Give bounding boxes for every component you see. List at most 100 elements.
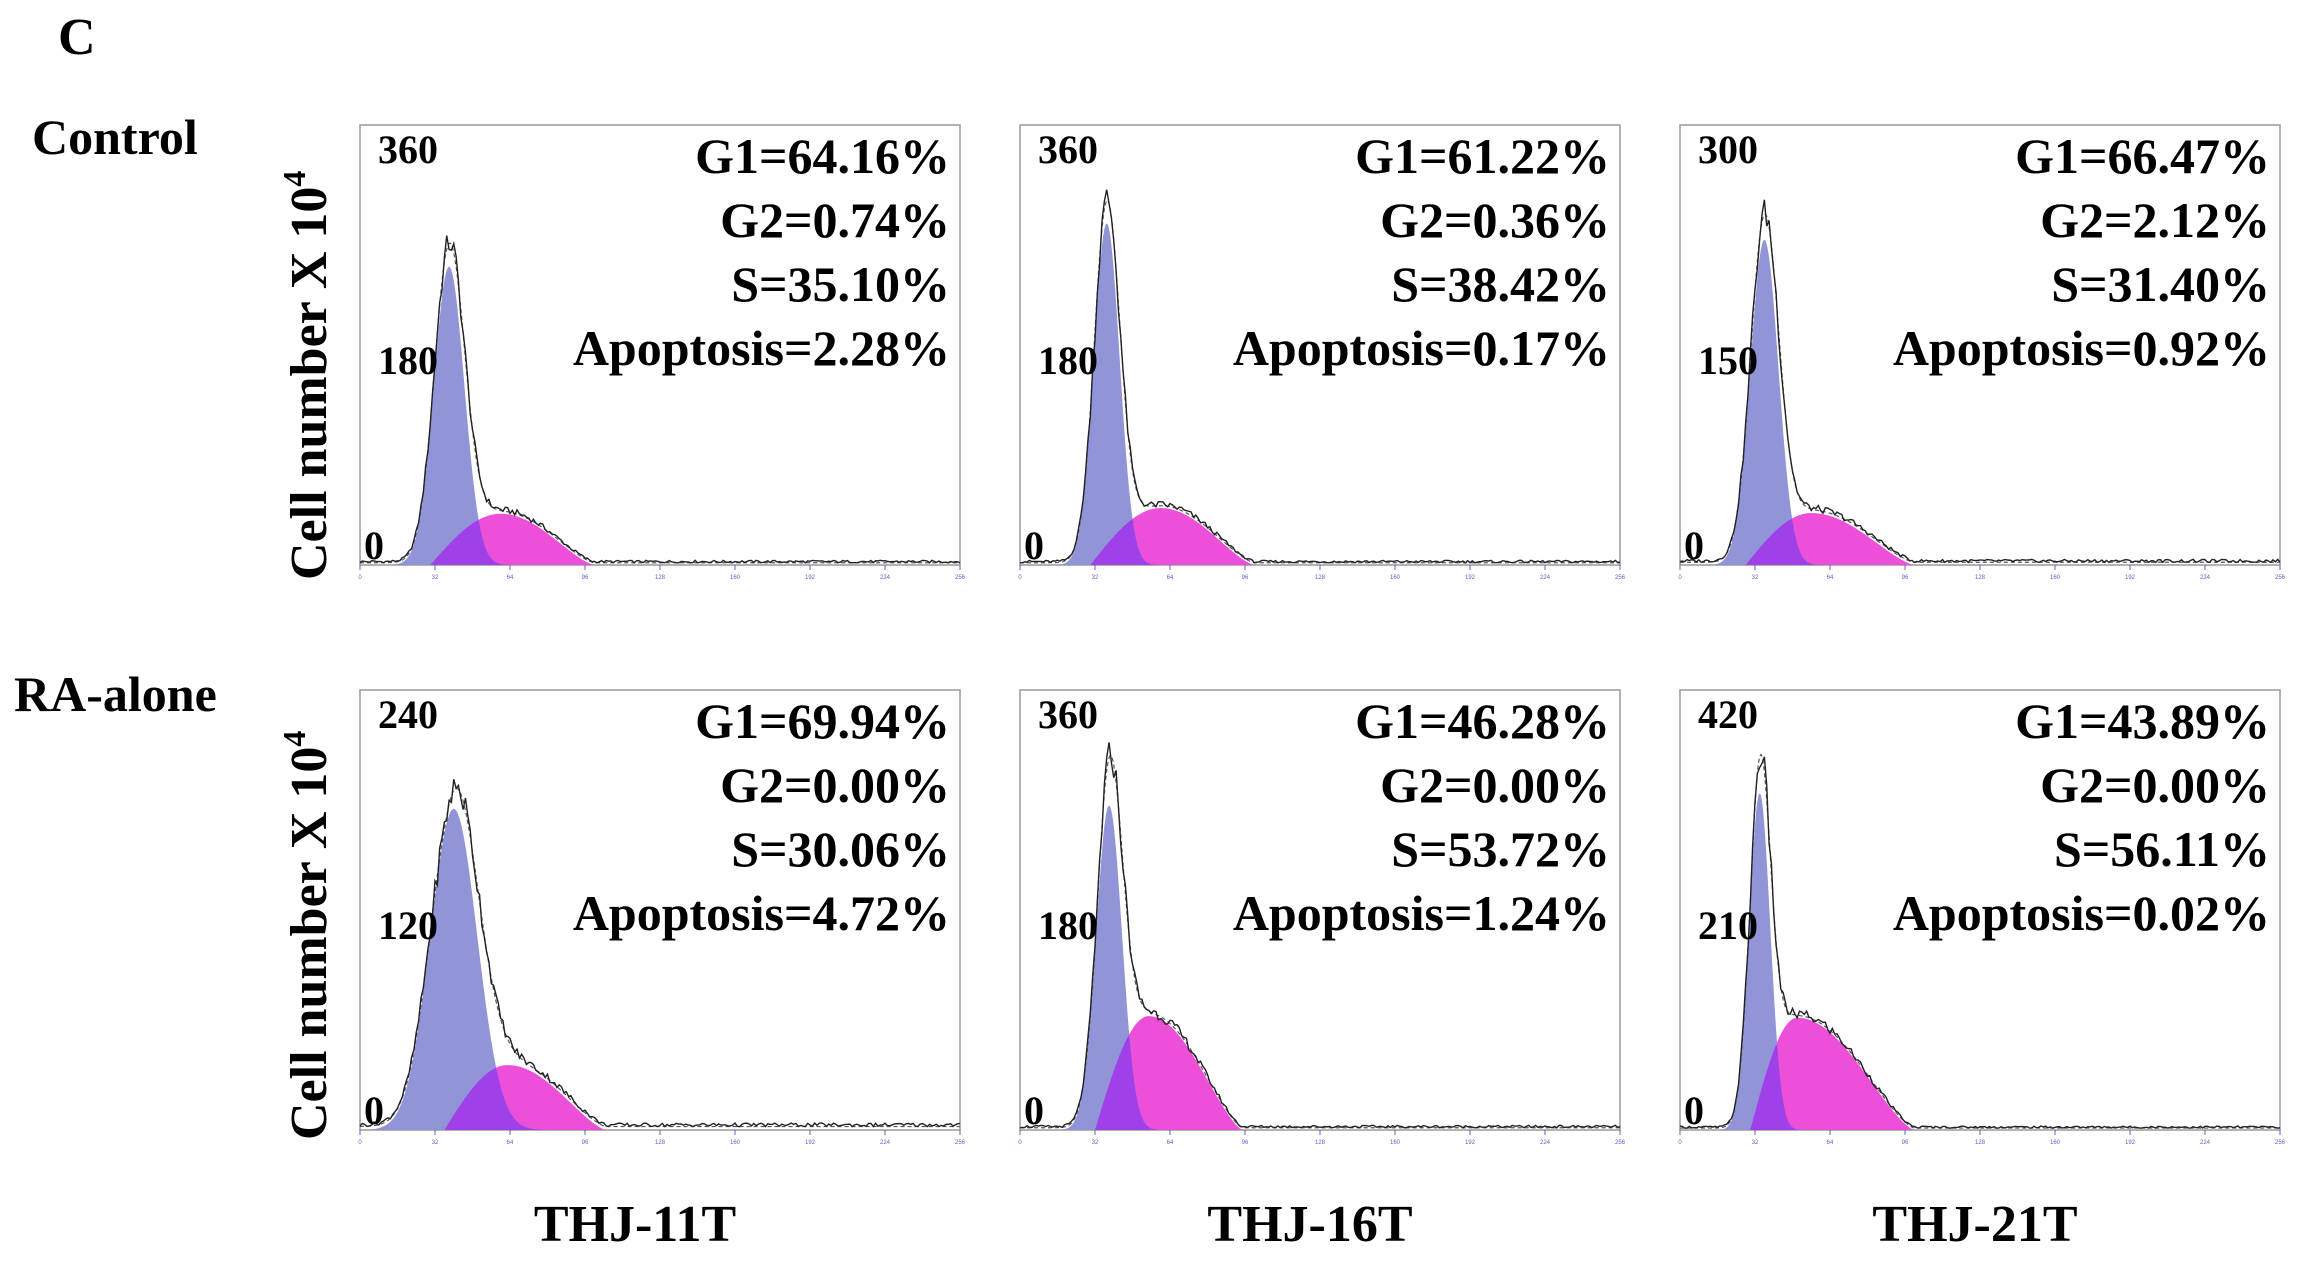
stat-s: S=35.10% [731, 256, 950, 312]
stat-g2: G2=2.12% [2040, 192, 2270, 248]
g1-phase-area [1057, 805, 1161, 1130]
x-tick-label: 128 [655, 575, 666, 581]
stat-apoptosis: Apoptosis=0.92% [1893, 320, 2270, 376]
x-tick-label: 32 [432, 575, 439, 581]
y-tick-top: 360 [378, 127, 438, 172]
x-tick-label: 96 [582, 575, 589, 581]
panel-label: C [58, 9, 96, 66]
model-fit-line [359, 787, 960, 1128]
g1-phase-area [388, 266, 510, 565]
y-tick-top: 360 [1038, 127, 1098, 172]
x-tick-label: 32 [1752, 575, 1759, 581]
stat-s: S=30.06% [731, 821, 950, 877]
x-tick-label: 96 [1902, 1140, 1909, 1146]
histogram-control-thj-21t: 0 32 64 96 128 160 192 224 256 300 150 0 G1=66.47% G2… [1678, 124, 2286, 581]
x-tick-label: 96 [582, 1140, 589, 1146]
row-label-ra-alone: RA-alone [14, 666, 217, 722]
x-tick-label: 256 [955, 575, 966, 581]
overlap-area [360, 1067, 960, 1130]
y-tick-top: 240 [378, 692, 438, 737]
g1-phase-area [1717, 793, 1802, 1130]
y-tick-zero: 0 [1684, 523, 1704, 568]
column-label-thj-21t: THJ-21T [1872, 1196, 2078, 1253]
stat-g1: G1=64.16% [695, 128, 950, 184]
g1-phase-area [1708, 239, 1821, 565]
y-tick-mid: 180 [1038, 338, 1098, 383]
x-tick-label: 32 [1752, 1140, 1759, 1146]
model-fit-line [1680, 753, 2280, 1129]
y-tick-zero: 0 [1684, 1088, 1704, 1133]
x-tick-label: 160 [730, 1140, 741, 1146]
model-fit-line [1020, 754, 1620, 1129]
x-tick-label: 192 [2125, 1140, 2136, 1146]
raw-histogram-line [1019, 189, 1621, 564]
y-tick-mid: 180 [1038, 903, 1098, 948]
stat-apoptosis: Apoptosis=0.02% [1893, 885, 2270, 941]
x-tick-label: 32 [1092, 1140, 1099, 1146]
stat-g2: G2=0.00% [720, 757, 950, 813]
stat-apoptosis: Apoptosis=1.24% [1233, 885, 1610, 941]
g1-phase-area [360, 808, 548, 1130]
stat-g1: G1=46.28% [1355, 693, 1610, 749]
y-tick-top: 420 [1698, 692, 1758, 737]
x-tick-label: 224 [1540, 575, 1551, 581]
x-tick-label: 256 [955, 1140, 966, 1146]
histogram-ra-alone-thj-21t: 0 32 64 96 128 160 192 224 256 420 210 0 G1=43.89% G2… [1678, 689, 2286, 1146]
x-tick-label: 128 [1315, 575, 1326, 581]
histogram-ra-alone-thj-16t: 0 32 64 96 128 160 192 224 256 360 180 0 G1=46.28% G2… [1018, 689, 1626, 1146]
x-tick-label: 192 [1465, 1140, 1476, 1146]
x-tick-label: 0 [1678, 575, 1682, 581]
x-tick-label: 256 [2275, 575, 2286, 581]
stat-g2: G2=0.36% [1380, 192, 1610, 248]
x-tick-label: 0 [358, 575, 362, 581]
stat-g1: G1=69.94% [695, 693, 950, 749]
x-tick-label: 160 [730, 575, 741, 581]
stat-s: S=53.72% [1391, 821, 1610, 877]
x-tick-label: 0 [1018, 1140, 1022, 1146]
x-tick-label: 64 [1167, 575, 1174, 581]
raw-histogram-line [1679, 199, 2281, 564]
stat-g2: G2=0.74% [720, 192, 950, 248]
y-tick-top: 360 [1038, 692, 1098, 737]
x-tick-label: 96 [1242, 575, 1249, 581]
y-tick-mid: 120 [378, 903, 438, 948]
y-tick-zero: 0 [1024, 523, 1044, 568]
histogram-control-thj-11t: 0 32 64 96 128 160 192 224 256 360 180 0 G1=64.16% G2… [358, 124, 966, 581]
x-tick-label: 128 [1975, 575, 1986, 581]
histogram-ra-alone-thj-11t: 0 32 64 96 128 160 192 224 256 240 120 0 G1=69.94% G2… [358, 689, 966, 1146]
g1-phase-area [1055, 223, 1159, 565]
s-phase-area [1750, 1017, 1915, 1130]
x-tick-label: 64 [1827, 575, 1834, 581]
x-tick-label: 160 [2050, 1140, 2061, 1146]
y-tick-zero: 0 [364, 1088, 384, 1133]
y-tick-mid: 210 [1698, 903, 1758, 948]
x-tick-label: 160 [1390, 1140, 1401, 1146]
stat-g2: G2=0.00% [1380, 757, 1610, 813]
x-tick-label: 192 [2125, 575, 2136, 581]
x-tick-label: 0 [1678, 1140, 1682, 1146]
x-tick-label: 64 [1167, 1140, 1174, 1146]
y-tick-top: 300 [1698, 127, 1758, 172]
x-tick-label: 192 [1465, 575, 1476, 581]
x-tick-label: 32 [432, 1140, 439, 1146]
y-axis-label-control: Cell number X 104 [276, 170, 338, 580]
x-tick-label: 224 [880, 1140, 891, 1146]
stat-s: S=38.42% [1391, 256, 1610, 312]
stat-s: S=31.40% [2051, 256, 2270, 312]
y-axis-label-ra-alone: Cell number X 104 [276, 730, 338, 1140]
raw-histogram-line [1019, 742, 1621, 1129]
y-tick-zero: 0 [1024, 1088, 1044, 1133]
x-tick-label: 64 [507, 575, 514, 581]
model-fit-line [1020, 200, 1620, 564]
y-tick-mid: 180 [378, 338, 438, 383]
row-label-control: Control [32, 109, 198, 165]
x-tick-label: 256 [2275, 1140, 2286, 1146]
column-label-thj-16t: THJ-16T [1207, 1196, 1413, 1253]
stat-g1: G1=66.47% [2015, 128, 2270, 184]
x-tick-label: 96 [1902, 575, 1909, 581]
stat-apoptosis: Apoptosis=0.17% [1233, 320, 1610, 376]
x-tick-label: 160 [1390, 575, 1401, 581]
x-tick-label: 192 [805, 1140, 816, 1146]
x-tick-label: 224 [2200, 1140, 2211, 1146]
x-tick-label: 128 [1315, 1140, 1326, 1146]
